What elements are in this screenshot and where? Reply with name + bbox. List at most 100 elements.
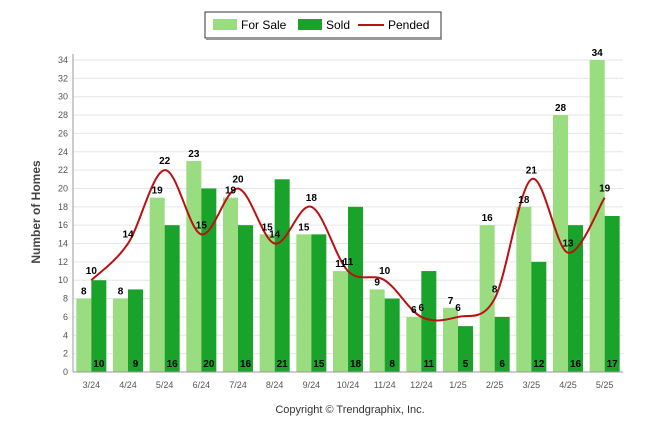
bar-sold	[604, 216, 620, 372]
y-tick-label: 2	[63, 349, 68, 359]
bar-sold	[458, 326, 473, 372]
legend-label-pended: Pended	[388, 18, 429, 32]
bar-for-sale	[76, 298, 92, 372]
y-tick-label: 8	[63, 294, 68, 304]
legend: For Sale Sold Pended	[204, 11, 442, 40]
y-tick-label: 34	[58, 55, 68, 65]
x-tick-label: 2/25	[486, 380, 504, 390]
data-label-pended: 15	[196, 220, 208, 231]
data-label-pended: 18	[306, 193, 318, 204]
legend-swatch-for-sale	[213, 19, 237, 30]
data-label-for-sale: 34	[592, 48, 604, 59]
data-label-sold: 16	[240, 359, 252, 370]
data-label-sold: 8	[389, 359, 395, 370]
bar-sold	[568, 225, 583, 372]
data-label-pended: 11	[343, 257, 354, 268]
data-label-sold: 6	[499, 359, 505, 370]
bar-for-sale	[443, 307, 458, 372]
y-tick-label: 28	[58, 110, 68, 120]
bar-for-sale	[516, 206, 532, 372]
bar-for-sale	[406, 316, 422, 372]
y-tick-label: 6	[63, 312, 68, 322]
data-label-pended: 6	[419, 303, 425, 314]
data-label-pended: 14	[269, 230, 281, 241]
data-label-for-sale: 15	[298, 222, 310, 233]
data-label-pended: 6	[455, 303, 461, 314]
bar-sold	[348, 206, 363, 372]
data-label-pended: 10	[379, 266, 391, 277]
data-label-for-sale: 19	[225, 186, 237, 197]
legend-swatch-sold	[298, 19, 322, 30]
bars	[76, 60, 620, 372]
x-tick-label: 3/25	[523, 380, 541, 390]
bar-for-sale	[369, 289, 385, 372]
y-tick-label: 0	[63, 367, 68, 377]
data-label-for-sale: 8	[118, 287, 124, 298]
data-label-for-sale: 9	[374, 277, 380, 288]
x-tick-label: 3/24	[83, 380, 101, 390]
data-label-for-sale: 16	[482, 213, 494, 224]
data-label-pended: 21	[526, 165, 538, 176]
bar-sold	[274, 179, 290, 372]
y-tick-label: 16	[58, 220, 68, 230]
x-tick-label: 11/24	[374, 380, 396, 390]
x-tick-label: 8/24	[266, 380, 284, 390]
data-label-pended: 14	[122, 230, 134, 241]
x-tick-label: 6/24	[193, 380, 211, 390]
data-label-pended: 8	[492, 285, 498, 296]
bar-sold	[201, 188, 217, 372]
x-tick-label: 5/24	[156, 380, 174, 390]
bar-for-sale	[479, 225, 495, 372]
data-label-sold: 20	[203, 359, 215, 370]
bar-sold	[311, 234, 327, 372]
y-tick-label: 30	[58, 92, 68, 102]
bar-for-sale	[259, 234, 275, 372]
pended-line	[90, 169, 606, 322]
data-label-sold: 16	[167, 359, 179, 370]
data-label-for-sale: 28	[555, 103, 567, 114]
x-tick-label: 7/24	[229, 380, 247, 390]
x-tick-label: 4/25	[559, 380, 577, 390]
data-label-for-sale: 8	[81, 287, 87, 298]
x-tick-label: 9/24	[303, 380, 321, 390]
data-label-sold: 16	[570, 359, 582, 370]
data-label-pended: 13	[562, 239, 574, 250]
copyright-footer: Copyright © Trendgraphix, Inc.	[275, 404, 424, 416]
data-label-sold: 15	[313, 359, 325, 370]
y-tick-label: 32	[58, 73, 68, 83]
data-label-for-sale: 7	[448, 296, 454, 307]
bar-for-sale	[296, 234, 312, 372]
legend-box	[204, 11, 442, 39]
data-label-sold: 18	[350, 359, 362, 370]
bar-sold	[384, 298, 400, 372]
data-label-pended: 19	[599, 184, 611, 195]
data-label-for-sale: 15	[262, 222, 274, 233]
y-tick-label: 24	[58, 147, 68, 157]
y-tick-label: 22	[58, 165, 68, 175]
data-label-pended: 22	[159, 156, 171, 167]
y-tick-label: 12	[58, 257, 68, 267]
x-tick-label: 1/25	[449, 380, 467, 390]
bar-for-sale	[333, 271, 348, 372]
data-label-sold: 10	[93, 359, 105, 370]
x-tick-label: 5/25	[596, 380, 614, 390]
data-label-sold: 11	[424, 359, 435, 370]
data-label-pended: 20	[232, 174, 244, 185]
data-label-for-sale: 6	[411, 305, 417, 316]
y-tick-label: 14	[58, 239, 68, 249]
y-tick-label: 4	[63, 330, 68, 340]
x-tick-label: 4/24	[119, 380, 137, 390]
y-axis-title: Number of Homes	[29, 160, 43, 264]
data-label-sold: 21	[277, 359, 289, 370]
x-tick-label: 12/24	[410, 380, 433, 390]
data-label-sold: 17	[607, 359, 619, 370]
data-label-for-sale: 23	[188, 149, 200, 160]
data-label-sold: 9	[133, 359, 139, 370]
x-tick-label: 10/24	[337, 380, 360, 390]
bar-sold	[421, 271, 437, 372]
data-labels: 8108919162320191615211515111898611751661…	[81, 48, 618, 370]
bar-for-sale	[186, 160, 202, 372]
bar-sold	[164, 225, 180, 372]
